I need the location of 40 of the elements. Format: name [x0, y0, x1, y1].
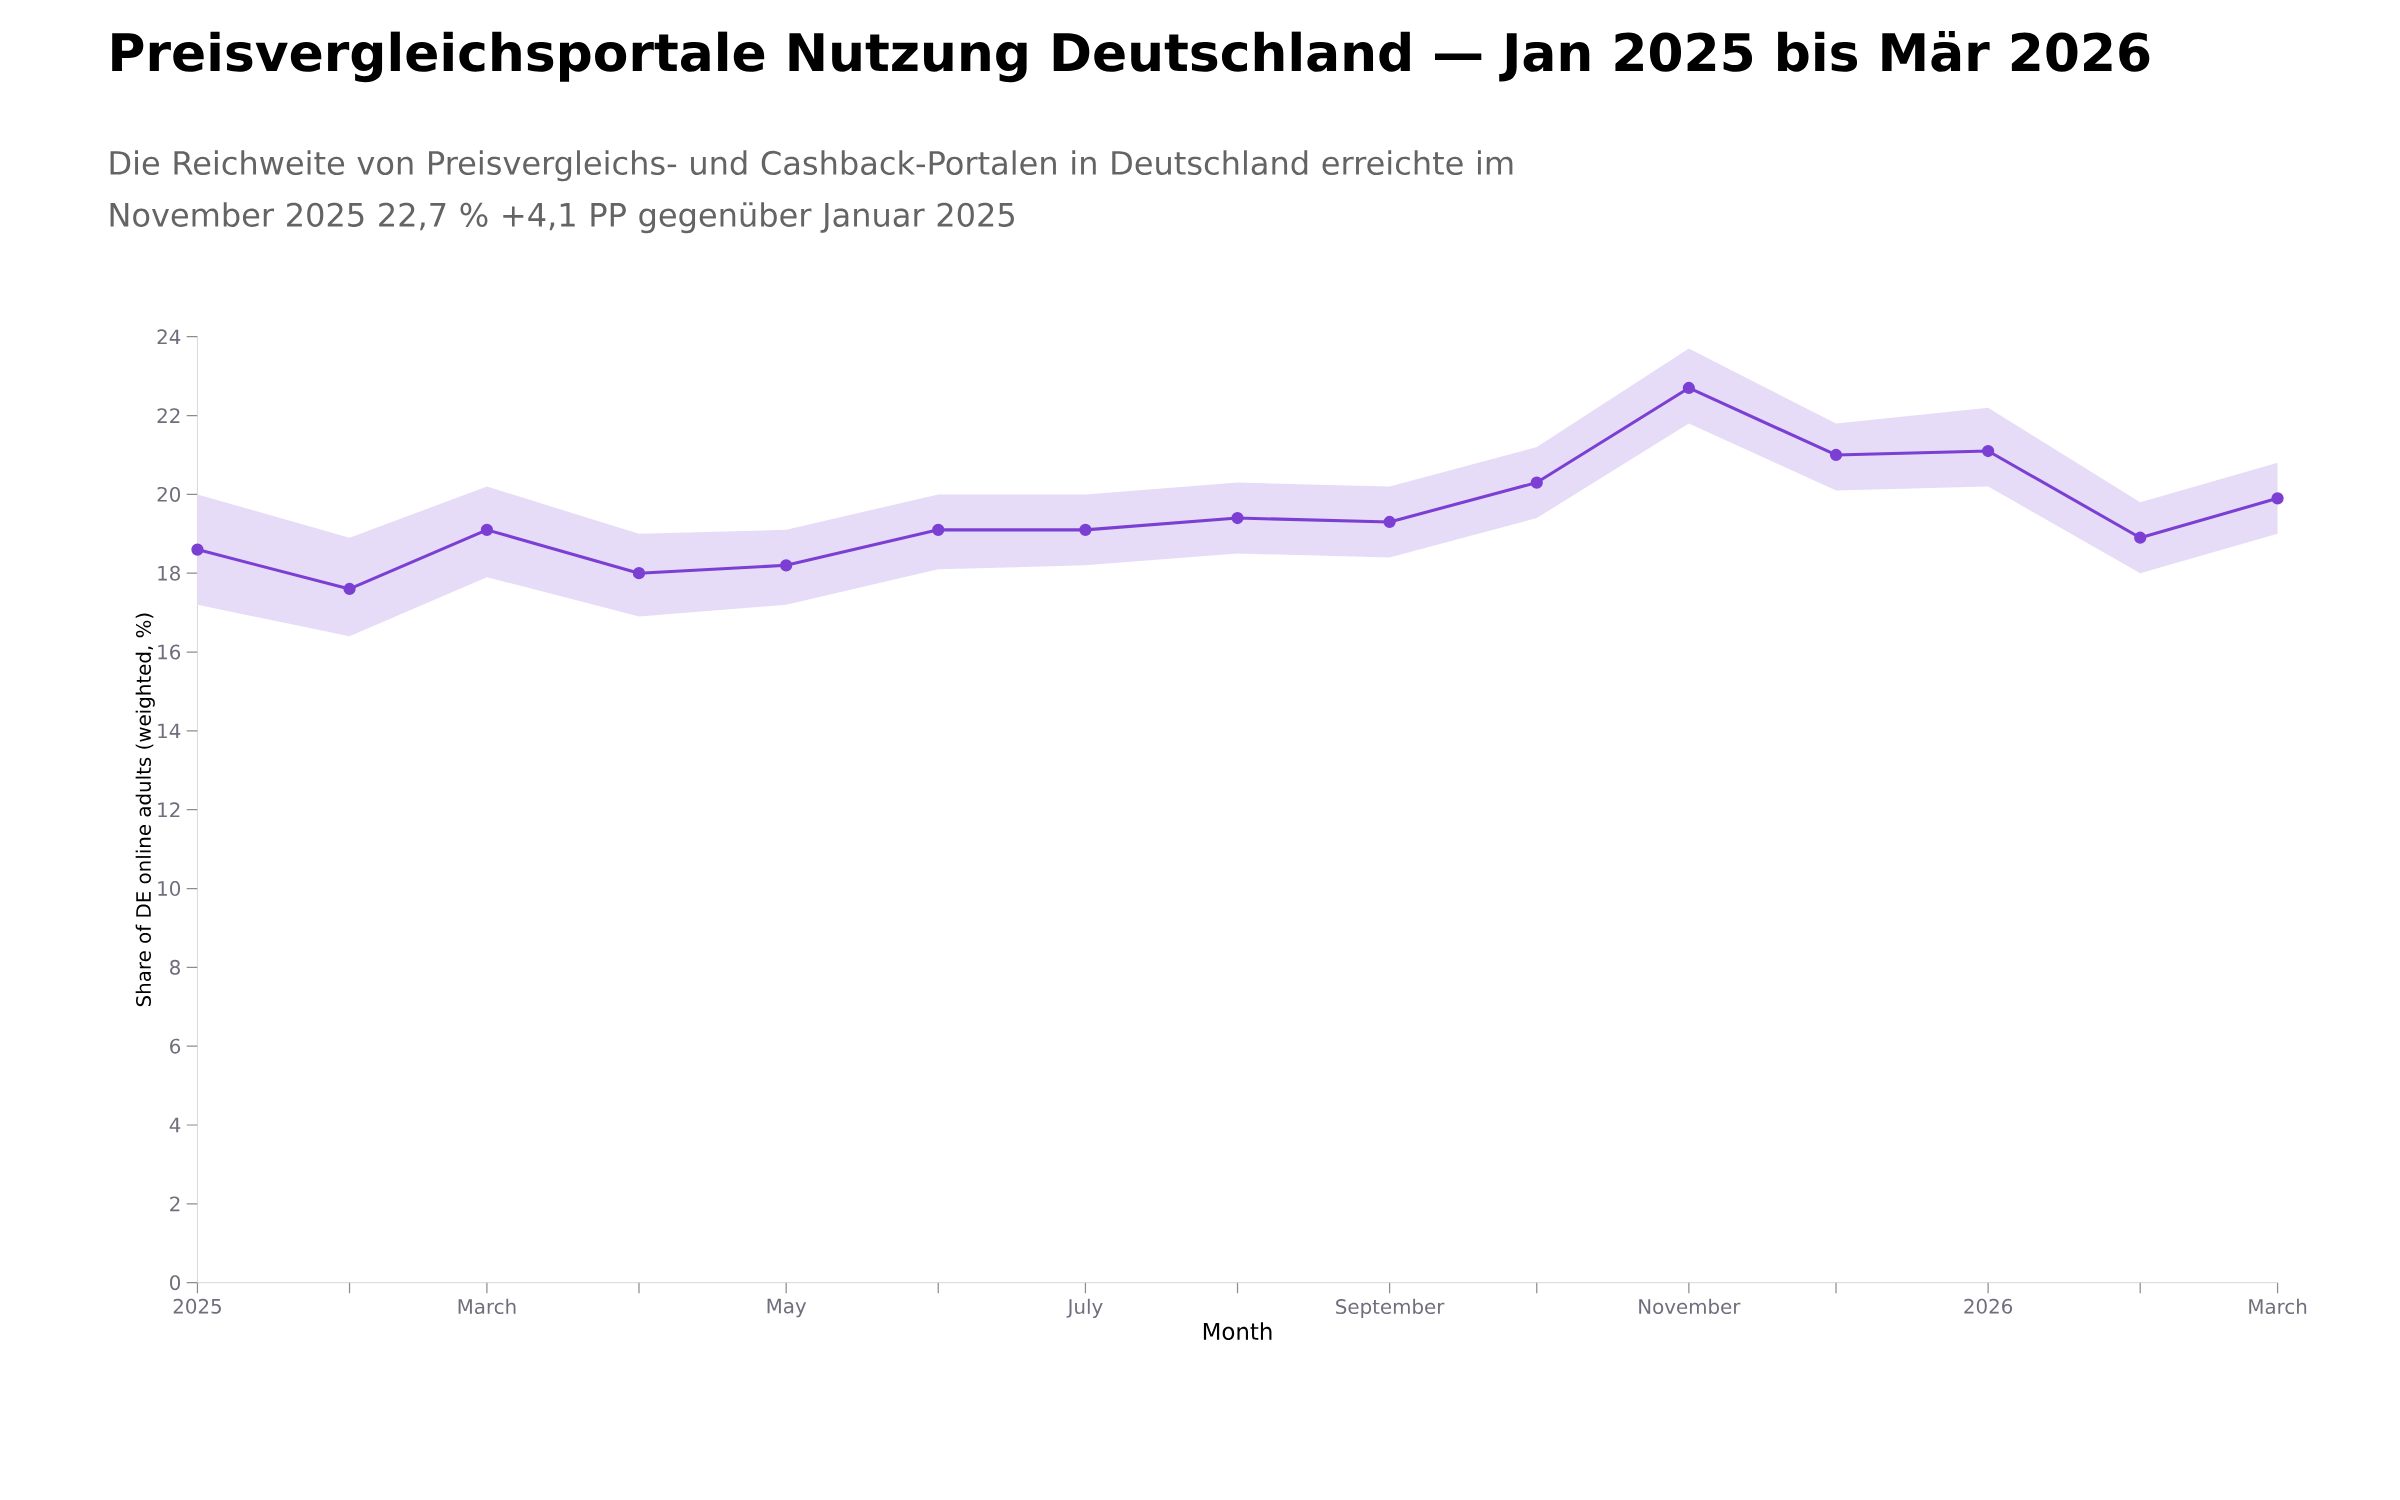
y-tick-label: 4	[169, 1117, 181, 1133]
x-tick-label: May	[767, 1298, 807, 1318]
x-tick-label: November	[1639, 1298, 1741, 1315]
y-tick-label: 2	[170, 1196, 180, 1212]
x-tick-label: March	[458, 1298, 516, 1315]
y-tick-label: 16	[158, 644, 181, 660]
y-tick-label: 10	[158, 881, 181, 897]
point	[1079, 523, 1092, 536]
point	[932, 523, 945, 536]
point	[780, 559, 793, 572]
point	[2271, 492, 2284, 505]
point	[1982, 444, 1995, 458]
y-tick-label: 22	[157, 408, 180, 423]
chart-subtitle: Die Reichweite von Preisvergleichs- und Cashback-Portalen in Deutschland erreichte im November 2025 22,7 % +4,1 PP gegenüber Januar 2025	[110, 150, 1513, 234]
point	[2134, 531, 2147, 544]
x-tick-label: 2026	[1964, 1298, 2013, 1314]
chart-title: Preisvergleichsportale Nutzung Deutschland — Jan 2025 bis Mär 2026	[112, 30, 2150, 83]
y-tick-label: 14	[158, 723, 181, 739]
y-tick-label: 20	[157, 486, 181, 502]
x-tick-label: July	[1066, 1298, 1103, 1318]
point	[1383, 515, 1396, 529]
y-tick-label: 0	[170, 1275, 181, 1291]
y-tick-label: 12	[158, 802, 180, 818]
y-tick-label: 24	[157, 329, 181, 345]
point	[1682, 381, 1695, 395]
point	[1829, 448, 1843, 462]
y-tick-label: 8	[170, 959, 180, 975]
point	[1231, 511, 1244, 525]
point	[191, 543, 204, 556]
y-axis-title: Share of DE online adults (weighted, %)	[135, 613, 155, 1007]
y-tick-label: 6	[170, 1038, 181, 1054]
x-tick-label: March	[2249, 1298, 2307, 1315]
x-tick-label: 2025	[173, 1298, 221, 1314]
x-axis-title: Month	[1203, 1322, 1272, 1340]
point	[343, 582, 356, 596]
point	[1530, 476, 1543, 489]
x-tick-label: September	[1336, 1298, 1445, 1318]
point	[632, 567, 646, 580]
point	[480, 523, 494, 536]
y-tick-label: 18	[158, 565, 180, 581]
